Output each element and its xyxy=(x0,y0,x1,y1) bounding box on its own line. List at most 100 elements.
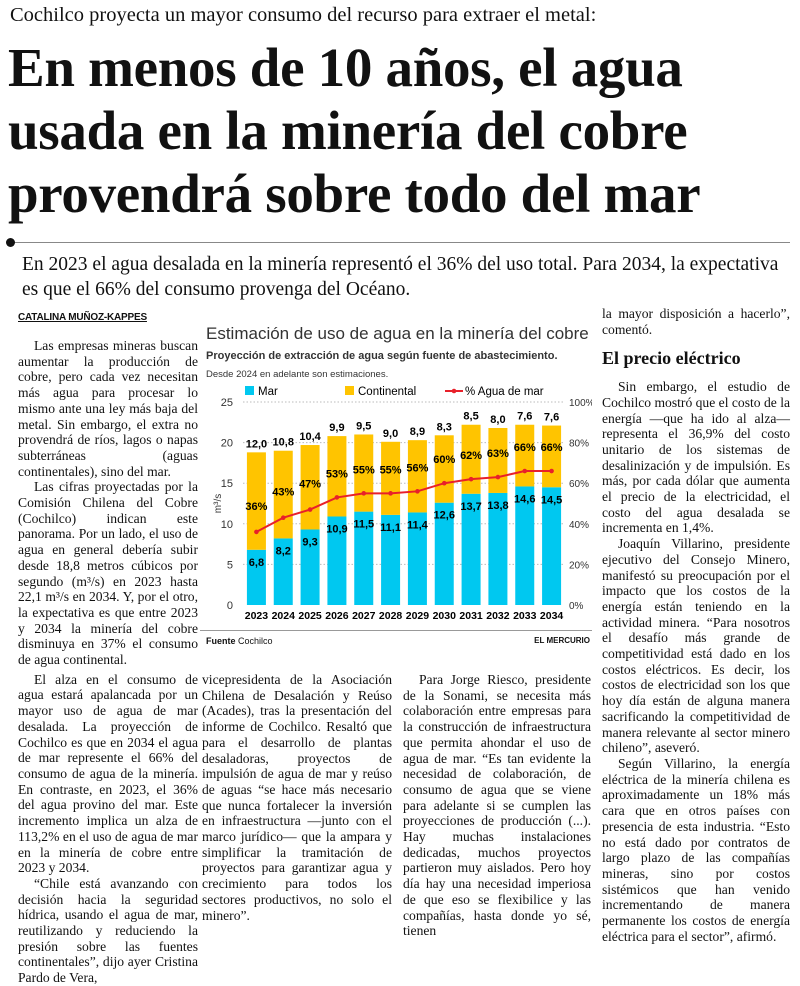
line-agua-de-mar xyxy=(255,470,552,533)
y-tick-label: 0 xyxy=(227,600,233,612)
data-label-mar: 11,4 xyxy=(407,519,429,531)
bullet-dot-icon xyxy=(6,238,15,247)
paragraph: Joaquín Villarino, presidente ejecutivo … xyxy=(602,536,790,756)
data-label-mar: 11,5 xyxy=(353,519,374,531)
data-label-continental: 8,5 xyxy=(463,411,478,423)
data-label-mar: 8,2 xyxy=(276,545,291,557)
bar-continental xyxy=(461,424,481,494)
point-agua-de-mar xyxy=(415,489,420,494)
x-tick-label: 2029 xyxy=(406,610,430,622)
x-tick-label: 2023 xyxy=(245,610,269,622)
data-label-mar: 13,7 xyxy=(460,501,481,513)
data-label-continental: 8,9 xyxy=(410,426,425,438)
y-tick-label: 25 xyxy=(221,397,233,409)
chart-source: Fuente Cochilco xyxy=(206,636,273,646)
legend-swatch-mar xyxy=(245,386,254,395)
y2-tick-label: 0% xyxy=(569,601,584,612)
data-label-pct: 47% xyxy=(299,479,321,491)
point-agua-de-mar xyxy=(361,491,367,496)
data-label-pct: 36% xyxy=(245,501,267,513)
bar-mar xyxy=(434,502,454,605)
data-label-continental: 10,8 xyxy=(273,437,294,449)
point-agua-de-mar xyxy=(307,507,313,512)
data-label-pct: 62% xyxy=(460,450,482,462)
x-tick-label: 2024 xyxy=(272,610,296,622)
data-label-mar: 6,8 xyxy=(249,557,264,569)
chart-subtitle: Proyección de extracción de agua según f… xyxy=(206,350,558,362)
data-label-pct: 66% xyxy=(514,442,536,454)
data-label-mar: 13,8 xyxy=(487,500,508,512)
bar-continental xyxy=(434,435,454,503)
divider xyxy=(10,242,790,243)
point-agua-de-mar xyxy=(549,468,554,474)
x-tick-label: 2027 xyxy=(352,610,376,622)
bar-mar xyxy=(461,493,481,605)
paragraph: Las cifras proyectadas por la Comisión C… xyxy=(18,479,198,668)
data-label-continental: 9,0 xyxy=(383,428,398,440)
data-label-continental: 9,5 xyxy=(356,420,371,432)
section-heading: El precio eléctrico xyxy=(602,348,741,369)
paragraph: “Chile está avanzando con decisión hacia… xyxy=(18,875,198,986)
bar-continental xyxy=(542,425,562,488)
paragraph: la mayor disposición a hacerlo”, comentó… xyxy=(602,306,790,337)
article-column-4: la mayor disposición a hacerlo”, comentó… xyxy=(602,306,790,944)
x-tick-label: 2030 xyxy=(433,610,457,622)
bar-continental xyxy=(246,452,266,550)
paragraph: El alza en el consumo de agua estará apa… xyxy=(18,671,198,876)
bar-continental xyxy=(515,424,535,487)
data-label-continental: 12,0 xyxy=(246,438,267,450)
chart-note: Desde 2024 en adelante son estimaciones. xyxy=(206,369,389,380)
data-label-mar: 12,6 xyxy=(434,510,455,522)
data-label-mar: 11,1 xyxy=(380,522,401,534)
y2-tick-label: 100% xyxy=(569,398,592,409)
legend-label-mar: Mar xyxy=(258,386,278,398)
data-label-continental: 9,9 xyxy=(329,422,344,434)
data-label-mar: 10,9 xyxy=(326,523,347,535)
chart-plot: 05101520250%20%40%60%80%100%m³/s6,812,02… xyxy=(213,386,592,622)
y-tick-label: 20 xyxy=(221,438,233,450)
y2-tick-label: 60% xyxy=(569,479,589,490)
point-agua-de-mar xyxy=(388,491,393,496)
data-label-continental: 7,6 xyxy=(544,412,559,424)
y-tick-label: 5 xyxy=(227,559,233,571)
paragraph: Según Villarino, la energía eléctrica de… xyxy=(602,755,790,944)
paragraph: Para Jorge Riesco, presidente de la Sona… xyxy=(403,672,591,939)
data-label-continental: 8,0 xyxy=(490,414,505,426)
y2-tick-label: 80% xyxy=(569,439,589,450)
point-agua-de-mar xyxy=(495,474,501,480)
chart-footer: Fuente Cochilco EL MERCURIO xyxy=(200,630,592,646)
data-label-pct: 43% xyxy=(272,487,294,499)
bar-mar xyxy=(407,512,427,605)
data-label-pct: 60% xyxy=(433,454,455,466)
point-agua-de-mar xyxy=(468,476,474,482)
article-column-3: Para Jorge Riesco, presidente de la Sona… xyxy=(403,672,591,939)
x-tick-label: 2026 xyxy=(325,610,349,622)
author-byline: CATALINA MUÑOZ-KAPPES xyxy=(18,312,147,323)
bar-continental xyxy=(407,440,427,513)
y-tick-label: 10 xyxy=(221,519,233,531)
data-label-continental: 8,3 xyxy=(437,421,452,433)
article-column-2: vicepresidenta de la Asociación Chilena … xyxy=(202,672,392,923)
x-tick-label: 2031 xyxy=(459,610,483,622)
data-label-pct: 66% xyxy=(541,442,563,454)
data-label-mar: 9,3 xyxy=(302,536,317,548)
bar-mar xyxy=(273,538,293,605)
point-agua-de-mar xyxy=(254,529,259,535)
data-label-continental: 7,6 xyxy=(517,411,532,423)
subheadline: En 2023 el agua desalada en la minería r… xyxy=(22,254,779,300)
bar-mar xyxy=(300,529,320,605)
legend-label-continental: Continental xyxy=(358,386,416,398)
paragraph: Las empresas mineras buscan aumentar la … xyxy=(18,338,198,479)
data-label-pct: 55% xyxy=(353,464,375,476)
bar-mar xyxy=(381,514,401,605)
y-axis-label: m³/s xyxy=(213,494,224,513)
x-tick-label: 2025 xyxy=(298,610,322,622)
point-agua-de-mar xyxy=(441,480,447,486)
data-label-mar: 14,5 xyxy=(541,494,562,506)
bar-mar xyxy=(354,511,374,605)
brand-label: EL MERCURIO xyxy=(534,636,590,645)
legend-marker-pct xyxy=(451,388,457,394)
y2-tick-label: 20% xyxy=(569,560,589,571)
y2-tick-label: 40% xyxy=(569,520,589,531)
bar-mar xyxy=(246,549,266,605)
